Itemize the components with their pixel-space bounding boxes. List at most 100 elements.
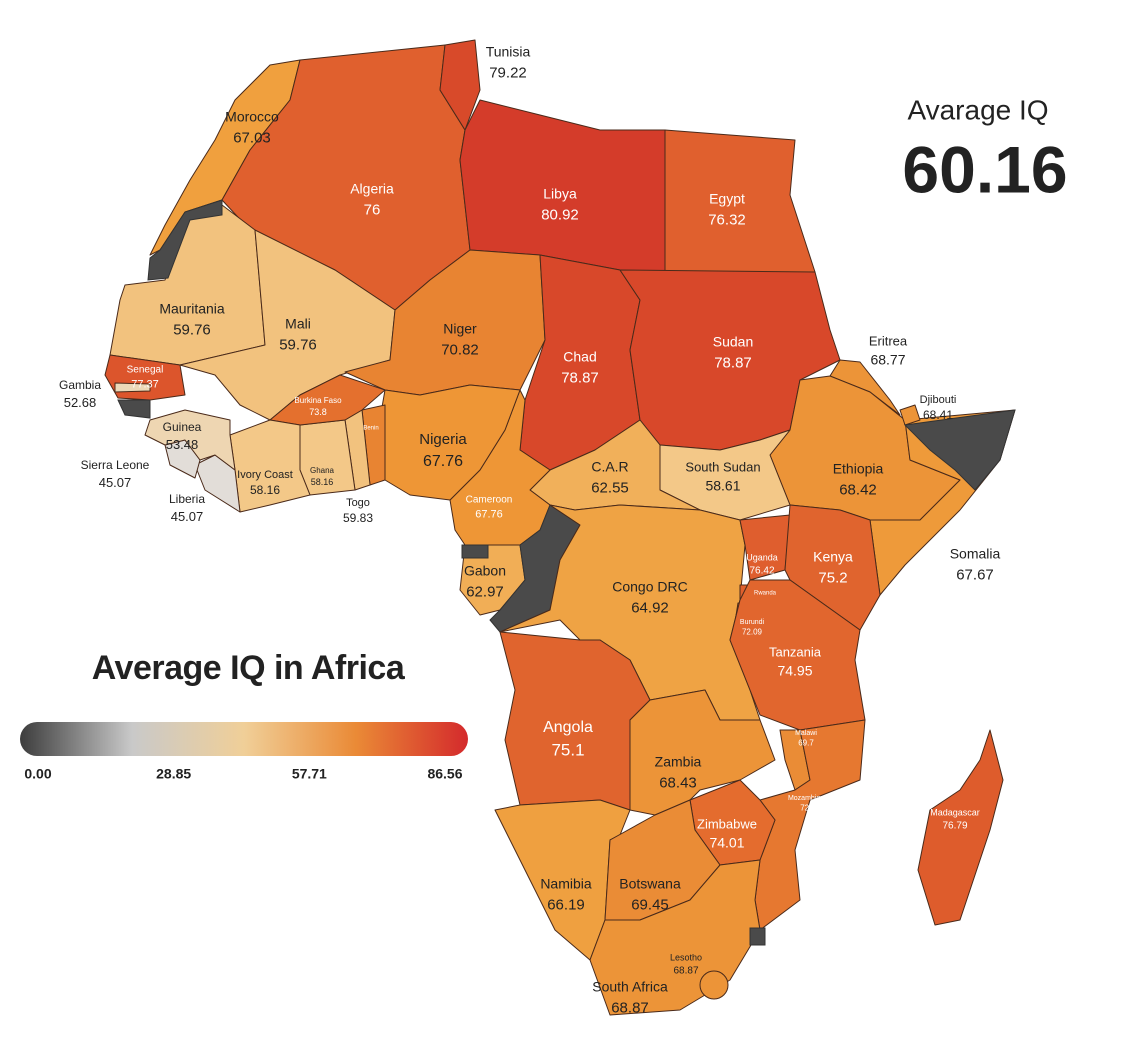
- country-value: 68.87: [673, 966, 698, 977]
- country-value: 53.48: [166, 437, 199, 452]
- country-name: Morocco: [225, 109, 279, 125]
- country-value: 59.76: [279, 336, 317, 353]
- no-data-region: [461, 544, 489, 559]
- country-value: 67.03: [233, 129, 271, 146]
- country-value: 79.22: [489, 64, 527, 81]
- country-value: 62.55: [591, 479, 629, 496]
- country-name: Liberia: [169, 492, 205, 506]
- country-value: 59.83: [343, 511, 373, 525]
- country-value: 75.2: [818, 569, 847, 586]
- country-value: 67.67: [956, 566, 994, 583]
- colorbar: [20, 722, 468, 756]
- country-name: Zimbabwe: [697, 816, 757, 831]
- country-value: 70.82: [441, 341, 479, 358]
- colorbar-ticks: 0.00 28.85 57.71 86.56: [24, 766, 462, 782]
- country-name: Nigeria: [419, 431, 467, 448]
- country-name: Uganda: [746, 552, 778, 562]
- country-name: Guinea: [163, 420, 202, 434]
- country-name: Kenya: [813, 549, 853, 565]
- country-value: 45.07: [171, 509, 204, 524]
- country-value: 78.87: [561, 369, 599, 386]
- country-name: Lesotho: [670, 952, 702, 962]
- country-region: [144, 409, 236, 471]
- colorbar-tick-label: 57.71: [292, 766, 327, 782]
- country-name: South Sudan: [685, 459, 760, 474]
- no-data-region: [903, 409, 1016, 491]
- no-data-region: [749, 927, 766, 946]
- country-value: 76.79: [942, 821, 967, 832]
- country-value: 68.41: [923, 408, 953, 422]
- country-name: Angola: [543, 719, 593, 736]
- country-value: 58.16: [250, 483, 280, 497]
- country-region: [629, 689, 776, 816]
- country-value: 68.42: [839, 481, 877, 498]
- country-name: Gabon: [464, 563, 506, 579]
- country-value: 78.87: [714, 354, 752, 371]
- country-name: Burkina Faso: [294, 396, 342, 405]
- country-name: Benin: [363, 426, 378, 432]
- no-data-region: [147, 199, 223, 281]
- country-region: [784, 504, 881, 631]
- country-name: Mozambique: [788, 795, 828, 802]
- country-value: 69.45: [631, 896, 669, 913]
- country-name: Malawi: [795, 730, 817, 737]
- summary-value: 60.16: [902, 132, 1067, 206]
- country-value: 76.32: [708, 211, 746, 228]
- country-value: 77.37: [131, 378, 159, 390]
- country-name: Tunisia: [486, 44, 531, 60]
- country-value: 68.77: [870, 352, 905, 368]
- colorbar-tick-label: 28.85: [156, 766, 191, 782]
- country-value: 72.5: [800, 803, 816, 812]
- country-name: Senegal: [127, 365, 164, 376]
- country-value: 75.1: [551, 741, 584, 760]
- country-name: Sudan: [713, 334, 753, 350]
- country-name: Zambia: [655, 754, 702, 770]
- country-name: Ivory Coast: [237, 469, 293, 481]
- country-name: Gambia: [59, 378, 101, 392]
- country-name: Mali: [285, 316, 311, 332]
- country-value: 69.7: [798, 738, 814, 747]
- country-region: [109, 204, 266, 366]
- country-name: Namibia: [540, 876, 592, 892]
- country-value: 67.76: [423, 453, 463, 470]
- country-value: 45.07: [99, 475, 132, 490]
- country-name: Sierra Leone: [81, 458, 150, 472]
- country-name: Algeria: [350, 181, 394, 197]
- country-name: C.A.R: [591, 459, 628, 475]
- summary-label: Avarage IQ: [907, 94, 1048, 125]
- country-name: Botswana: [619, 876, 681, 892]
- colorbar-tick-label: 86.56: [427, 766, 462, 782]
- country-name: Mauritania: [159, 301, 225, 317]
- country-name: South Africa: [592, 979, 668, 995]
- country-value: 76.42: [749, 566, 774, 577]
- country-value: 68.43: [659, 774, 697, 791]
- country-region: [194, 454, 241, 513]
- country-value: 74.95: [777, 663, 812, 679]
- country-value: 76: [364, 201, 381, 218]
- country-name: Ghana: [310, 466, 335, 475]
- country-name: Togo: [346, 497, 370, 509]
- country-region: [229, 419, 311, 513]
- country-name: Cameroon: [466, 495, 513, 506]
- country-name: Somalia: [950, 546, 1001, 562]
- country-value: 59.76: [173, 321, 211, 338]
- country-name: Chad: [563, 349, 596, 365]
- country-region: [917, 729, 1004, 926]
- country-name: Niger: [443, 321, 477, 337]
- country-value: 74.01: [709, 835, 744, 851]
- countries: [104, 39, 1016, 1016]
- country-name: Djibouti: [920, 394, 957, 406]
- country-value: 68.87: [611, 999, 649, 1016]
- country-region: [269, 374, 386, 426]
- country-name: Madagascar: [930, 807, 980, 817]
- chart-title: Average IQ in Africa: [92, 649, 406, 687]
- country-value: 72.09: [742, 627, 763, 636]
- country-labels: Morocco 67.03 Algeria 76 Tunisia 79.22 Libya 80…: [59, 44, 1001, 1017]
- country-region: [439, 39, 481, 131]
- country-name: Rwanda: [754, 591, 777, 597]
- country-region: [899, 404, 921, 426]
- country-value: 80.92: [541, 206, 579, 223]
- country-value: 66.19: [547, 896, 585, 913]
